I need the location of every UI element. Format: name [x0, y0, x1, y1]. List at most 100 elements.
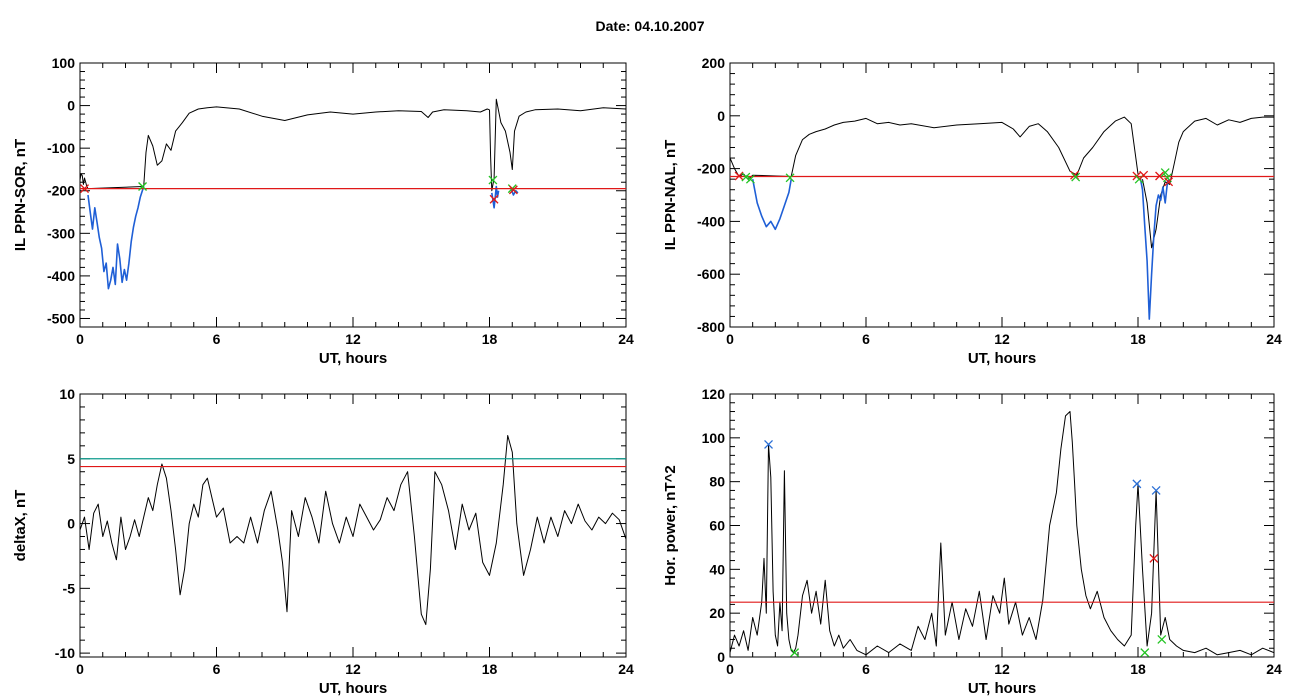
plot-frame — [729, 62, 1275, 328]
marker-stroke — [1132, 479, 1142, 489]
marker-stroke — [745, 174, 755, 184]
series-line-black — [80, 106, 490, 190]
marker-stroke — [1163, 173, 1172, 183]
marker-green — [785, 173, 795, 183]
marker-red — [1149, 553, 1159, 563]
x-axis-label: UT, hours — [319, 680, 387, 697]
x-tick-label: 0 — [726, 331, 734, 347]
x-tick-label: 24 — [1266, 331, 1282, 347]
y-axis-label: Hor. power, nT^2 — [662, 465, 679, 585]
y-axis-label: IL PPN-SOR, nT — [12, 139, 29, 251]
marker-stroke — [138, 182, 148, 191]
marker-green — [1071, 172, 1081, 182]
marker-stroke — [790, 648, 800, 657]
marker-green — [741, 172, 751, 182]
x-axis-label: UT, hours — [968, 350, 1036, 367]
y-tick-label: 0 — [67, 98, 75, 114]
marker-green — [488, 175, 498, 185]
y-tick-label: 40 — [709, 561, 725, 577]
y-tick-label: 200 — [702, 55, 726, 71]
x-tick-label: 0 — [76, 331, 84, 347]
plot-content — [80, 435, 626, 626]
y-tick-label: -500 — [47, 310, 75, 326]
series-line-blue — [1139, 177, 1171, 320]
y-tick-label: 20 — [709, 605, 725, 621]
marker-stroke — [1071, 172, 1081, 182]
x-tick-label: 18 — [482, 331, 498, 347]
series-line-black — [1142, 116, 1274, 249]
marker-red — [508, 185, 518, 195]
y-tick-label: 100 — [52, 55, 76, 71]
x-tick-label: 18 — [1130, 331, 1146, 347]
chart-panel-power: 0 6 12 18 24 0 20 40 60 80 100 120 UT, hours Hor. pow… — [662, 386, 1282, 697]
y-tick-label: 60 — [709, 518, 725, 534]
x-tick-label: 6 — [862, 331, 870, 347]
plot-frame — [729, 393, 1275, 658]
marker-red — [1155, 171, 1164, 181]
x-tick-label: 24 — [1266, 661, 1282, 677]
marker-stroke — [1160, 168, 1170, 178]
marker-stroke — [1155, 171, 1164, 181]
y-tick-label: -400 — [47, 268, 75, 284]
y-tick-label: -100 — [47, 140, 75, 156]
y-tick-label: -400 — [697, 213, 725, 229]
marker-green — [1140, 648, 1150, 657]
series-line-blue — [87, 186, 145, 290]
x-tick-label: 6 — [862, 661, 870, 677]
plot-frame — [79, 393, 627, 658]
x-tick-label: 0 — [76, 661, 84, 677]
y-axis-label: IL PPN-NAL, nT — [662, 140, 679, 251]
y-tick-label: -200 — [47, 183, 75, 199]
y-tick-label: 0 — [67, 516, 75, 532]
y-tick-label: -300 — [47, 225, 75, 241]
marker-red — [80, 184, 90, 194]
marker-stroke — [764, 439, 773, 449]
plot-frame — [79, 62, 627, 328]
series-line-black — [730, 411, 1274, 656]
series-line-black — [489, 98, 626, 192]
marker-green — [1160, 168, 1170, 178]
series-line-black — [80, 435, 626, 626]
x-axis-label: UT, hours — [968, 680, 1036, 697]
marker-green — [790, 648, 800, 657]
marker-red — [1164, 177, 1174, 187]
plot-content — [730, 116, 1274, 320]
marker-stroke — [1151, 485, 1161, 495]
x-tick-label: 6 — [213, 661, 221, 677]
marker-stroke — [1140, 648, 1150, 657]
marker-stroke — [741, 172, 751, 182]
marker-stroke — [1157, 635, 1167, 644]
x-tick-label: 6 — [213, 331, 221, 347]
marker-blue — [764, 439, 773, 449]
marker-stroke — [785, 173, 795, 183]
marker-stroke — [80, 184, 90, 194]
series-line-blue — [491, 185, 500, 209]
marker-blue — [1132, 479, 1142, 489]
y-tick-label: -600 — [697, 266, 725, 282]
y-tick-label: -10 — [55, 645, 75, 661]
series-line-blue — [751, 179, 792, 231]
y-tick-label: -5 — [63, 580, 76, 596]
x-tick-label: 24 — [618, 661, 634, 677]
series-line-black — [730, 116, 1139, 180]
chart-panel-deltax: 0 6 12 18 24 -10 -5 0 5 10 UT, hours deltaX, nT — [12, 386, 634, 697]
x-tick-label: 18 — [482, 661, 498, 677]
page-title: Date: 04.10.2007 — [595, 18, 705, 34]
x-tick-label: 12 — [345, 661, 361, 677]
y-tick-label: -200 — [697, 161, 725, 177]
marker-stroke — [1139, 170, 1149, 180]
x-tick-label: 18 — [1130, 661, 1146, 677]
y-tick-label: 0 — [717, 649, 725, 665]
y-tick-label: 120 — [702, 386, 726, 402]
x-tick-label: 12 — [994, 331, 1010, 347]
y-tick-label: 100 — [702, 430, 726, 446]
marker-stroke — [488, 175, 498, 185]
marker-stroke — [1164, 177, 1174, 187]
marker-stroke — [1149, 553, 1159, 563]
marker-stroke — [489, 194, 499, 204]
chart-panel-nal: 0 6 12 18 24 -800 -600 -400 -200 0 200 UT, hours IL … — [662, 55, 1282, 367]
y-tick-label: 0 — [717, 108, 725, 124]
y-tick-label: 5 — [67, 451, 75, 467]
marker-red — [489, 194, 499, 204]
marker-stroke — [508, 185, 518, 195]
